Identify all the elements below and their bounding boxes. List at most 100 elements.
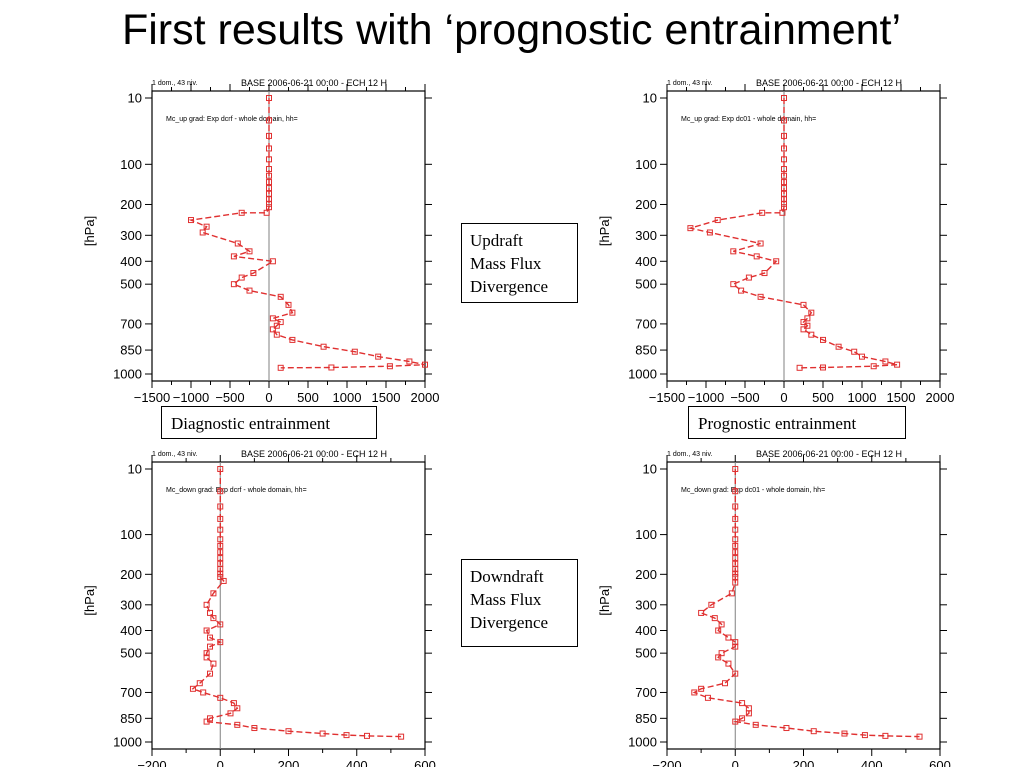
- data-point: [732, 718, 739, 725]
- chart-header-left: 1 dom., 43 niv.: [667, 80, 712, 87]
- data-point: [207, 634, 214, 641]
- data-point: [732, 466, 739, 472]
- data-point: [207, 643, 214, 650]
- data-point: [238, 274, 245, 281]
- data-point: [781, 166, 787, 173]
- x-tick-label: −200: [652, 758, 681, 767]
- data-point: [203, 654, 210, 661]
- data-point: [269, 326, 276, 333]
- y-tick-label: 200: [635, 567, 657, 582]
- data-point: [732, 503, 739, 510]
- data-point: [835, 343, 842, 350]
- y-tick-label: 300: [120, 228, 142, 243]
- data-point: [804, 322, 811, 329]
- data-point: [761, 270, 768, 277]
- plot-frame: [666, 90, 941, 382]
- updraft-label-line-3: Divergence: [470, 277, 549, 296]
- y-tick-label: 500: [635, 646, 657, 661]
- data-point: [783, 725, 790, 732]
- data-point: [759, 209, 766, 216]
- data-point: [739, 715, 746, 722]
- data-point: [246, 248, 253, 255]
- data-point: [732, 639, 739, 646]
- data-point: [203, 627, 210, 634]
- data-point: [251, 725, 258, 732]
- data-point: [773, 258, 780, 265]
- data-point: [199, 229, 206, 236]
- x-tick-label: 2000: [411, 390, 440, 405]
- chart-updraft-diagnostic: 1 dom., 43 niv. BASE 2006-06-21 00:00 - E…: [82, 78, 439, 405]
- data-point: [810, 728, 817, 735]
- x-tick-label: 500: [297, 390, 319, 405]
- data-point: [752, 721, 759, 728]
- data-point: [273, 331, 280, 338]
- data-point: [732, 643, 739, 650]
- data-point: [859, 353, 865, 360]
- y-tick-label: 500: [635, 277, 657, 292]
- data-point: [266, 204, 272, 211]
- y-tick-label: 10: [128, 91, 142, 106]
- data-point: [820, 336, 826, 343]
- data-point: [217, 549, 224, 556]
- data-point: [210, 615, 217, 622]
- data-point: [217, 503, 224, 510]
- data-point: [269, 315, 276, 322]
- data-point: [718, 621, 725, 628]
- data-point: [289, 309, 296, 316]
- data-point: [841, 730, 848, 737]
- y-tick-label: 100: [635, 527, 657, 542]
- data-point: [725, 660, 732, 667]
- data-point: [739, 700, 746, 707]
- data-point: [714, 217, 721, 224]
- downdraft-label-box: Downdraft Mass Flux Divergence: [461, 559, 578, 647]
- x-tick-label: 200: [278, 758, 300, 767]
- data-point: [363, 732, 370, 739]
- data-point: [266, 145, 272, 152]
- y-axis-label: [hPa]: [82, 585, 97, 615]
- data-point: [250, 270, 257, 277]
- data-point: [800, 326, 807, 333]
- data-point: [217, 526, 224, 533]
- data-point: [779, 209, 786, 216]
- data-point: [687, 225, 694, 232]
- y-tick-label: 10: [643, 91, 657, 106]
- chart-downdraft-diagnostic: 1 dom., 43 niv. BASE 2006-06-21 00:00 - E…: [82, 449, 436, 767]
- data-point: [210, 590, 217, 597]
- data-point: [398, 733, 405, 740]
- data-point: [711, 615, 718, 622]
- x-tick-label: −200: [137, 758, 166, 767]
- downdraft-label-line-2: Mass Flux: [470, 590, 542, 609]
- y-tick-label: 300: [635, 597, 657, 612]
- chart-header-left: 1 dom., 43 niv.: [152, 80, 197, 87]
- y-tick-label: 300: [635, 228, 657, 243]
- data-point: [234, 240, 241, 247]
- y-tick-label: 850: [120, 343, 142, 358]
- data-point: [804, 315, 811, 322]
- y-tick-label: 400: [120, 623, 142, 638]
- y-tick-label: 700: [120, 685, 142, 700]
- chart-subtitle: Mc_up grad: Exp dcrf - whole domain, hh=: [166, 116, 298, 123]
- data-point: [207, 670, 214, 677]
- x-tick-label: 0: [265, 390, 272, 405]
- data-point: [781, 200, 787, 207]
- data-point: [203, 223, 210, 230]
- data-point: [808, 331, 815, 338]
- y-tick-label: 700: [635, 685, 657, 700]
- data-point: [238, 209, 245, 216]
- x-tick-label: 200: [793, 758, 815, 767]
- slide-title: First results with ‘prognostic entrainme…: [121, 6, 902, 54]
- data-point: [851, 348, 858, 355]
- data-point: [266, 200, 272, 207]
- data-point: [266, 95, 272, 101]
- data-point: [732, 570, 739, 577]
- plot-frame: [151, 461, 426, 750]
- data-point: [230, 253, 237, 260]
- y-axis-label: [hPa]: [597, 585, 612, 615]
- data-point: [691, 689, 698, 696]
- data-point: [196, 680, 203, 687]
- data-point: [266, 172, 272, 179]
- data-point: [277, 364, 284, 371]
- data-point: [757, 293, 764, 300]
- data-point: [266, 156, 272, 163]
- data-point: [266, 185, 272, 192]
